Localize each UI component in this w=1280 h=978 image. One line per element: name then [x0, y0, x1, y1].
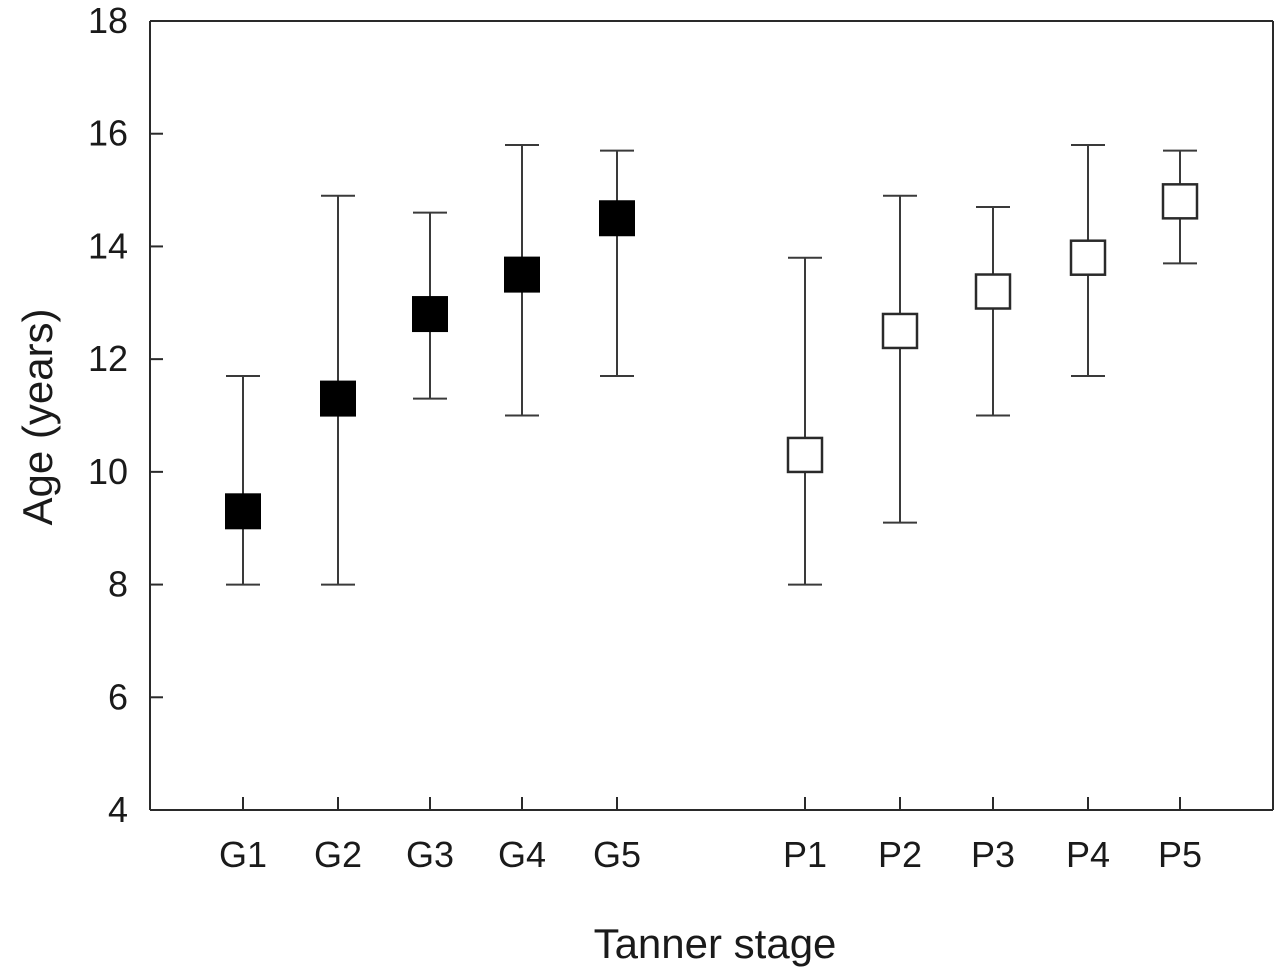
- y-tick-label: 16: [88, 113, 128, 154]
- x-tick-label: P5: [1158, 834, 1202, 875]
- x-tick-label: P2: [878, 834, 922, 875]
- y-tick-label: 8: [108, 564, 128, 605]
- data-point-P3: [974, 273, 1012, 310]
- x-axis-title: Tanner stage: [594, 920, 837, 967]
- y-tick-label: 14: [88, 225, 128, 266]
- y-tick-label: 10: [88, 451, 128, 492]
- y-tick-label: 6: [108, 676, 128, 717]
- data-point-P4: [1069, 239, 1107, 276]
- data-point-P5: [1161, 183, 1199, 220]
- data-point-G2: [320, 380, 356, 417]
- data-point-G4: [504, 256, 540, 293]
- x-tick-label: G5: [593, 834, 641, 875]
- x-tick-label: G2: [314, 834, 362, 875]
- y-tick-label: 12: [88, 338, 128, 379]
- x-tick-label: G1: [219, 834, 267, 875]
- x-tick-label: P1: [783, 834, 827, 875]
- x-tick-label: P3: [971, 834, 1015, 875]
- data-point-P1: [786, 436, 824, 474]
- data-point-P2: [881, 312, 919, 350]
- x-tick-label: G4: [498, 834, 546, 875]
- data-point-G1: [225, 493, 261, 530]
- data-point-G3: [412, 296, 448, 333]
- data-point-G5: [599, 200, 635, 237]
- x-tick-label: P4: [1066, 834, 1110, 875]
- x-tick-label: G3: [406, 834, 454, 875]
- y-tick-label: 4: [108, 789, 128, 830]
- y-tick-label: 18: [88, 0, 128, 41]
- y-axis-title: Age (years): [14, 308, 61, 525]
